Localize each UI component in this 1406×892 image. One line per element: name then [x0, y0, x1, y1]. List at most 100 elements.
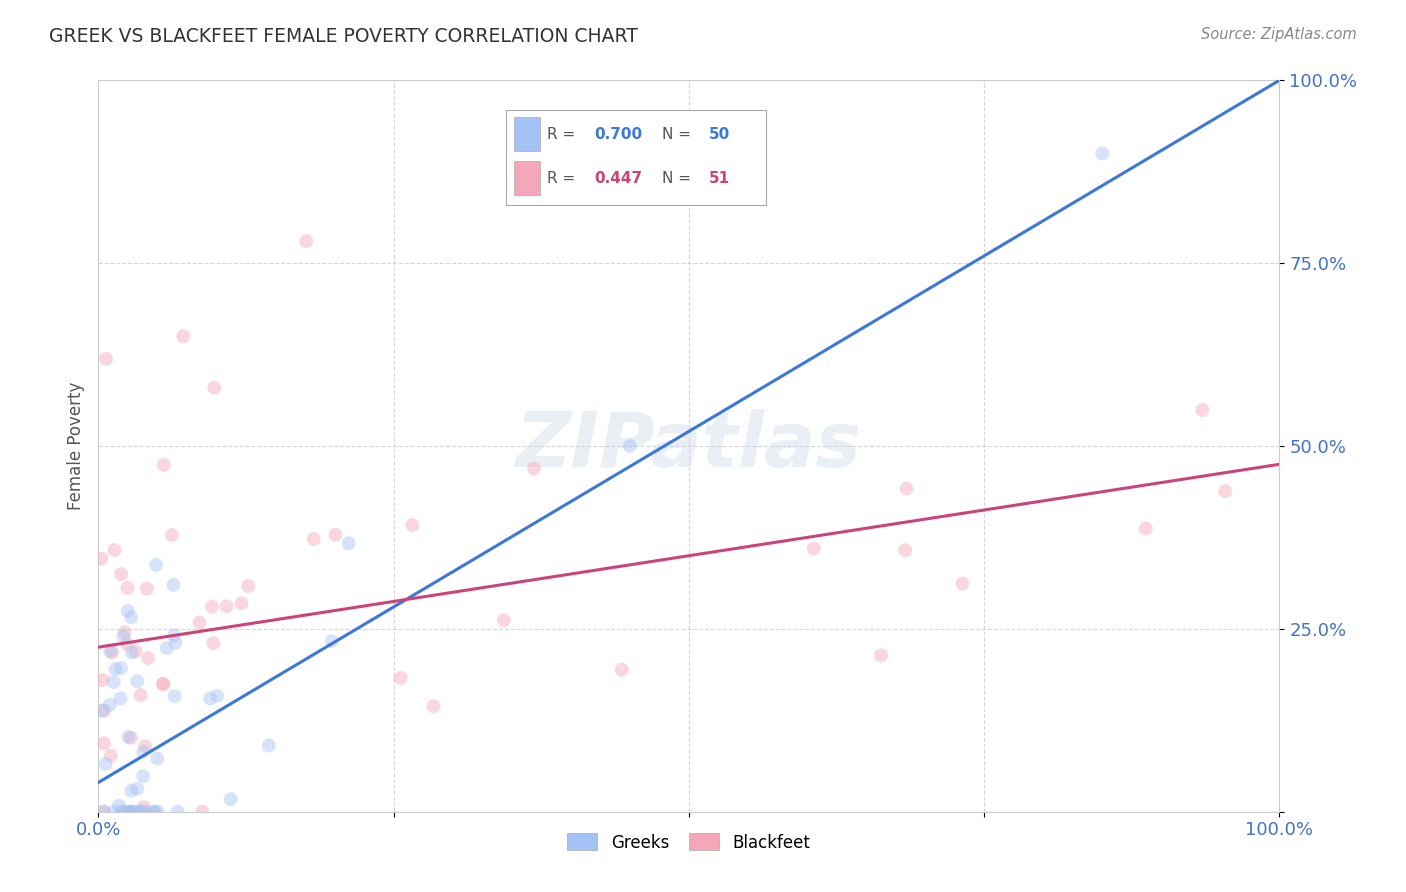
Point	[202, 636, 225, 650]
Point	[110, 661, 132, 675]
Point	[91, 673, 114, 687]
Point	[93, 805, 115, 819]
Point	[132, 745, 155, 759]
Point	[492, 613, 515, 627]
Point	[143, 805, 166, 819]
Point	[128, 805, 150, 819]
Text: Source: ZipAtlas.com: Source: ZipAtlas.com	[1201, 27, 1357, 42]
Point	[136, 651, 159, 665]
Point	[112, 629, 135, 643]
Point	[135, 582, 157, 596]
Point	[803, 541, 825, 556]
Point	[103, 543, 125, 558]
Point	[121, 805, 143, 819]
Text: GREEK VS BLACKFEET FEMALE POVERTY CORRELATION CHART: GREEK VS BLACKFEET FEMALE POVERTY CORREL…	[49, 27, 638, 45]
Point	[1091, 146, 1114, 161]
Point	[257, 739, 280, 753]
Point	[389, 671, 412, 685]
Point	[120, 805, 142, 819]
Point	[191, 805, 214, 819]
Point	[295, 234, 318, 248]
Point	[619, 439, 641, 453]
Point	[207, 689, 229, 703]
Point	[120, 610, 142, 624]
Point	[110, 691, 132, 706]
Y-axis label: Female Poverty: Female Poverty	[66, 382, 84, 510]
Point	[134, 739, 156, 754]
Point	[321, 634, 343, 648]
Point	[103, 675, 125, 690]
Point	[98, 644, 121, 658]
Point	[101, 646, 124, 660]
Point	[131, 805, 153, 819]
Point	[145, 558, 167, 572]
Point	[114, 805, 136, 819]
Point	[135, 805, 157, 819]
Point	[215, 599, 238, 614]
Point	[115, 637, 138, 651]
Point	[231, 596, 253, 610]
Point	[117, 604, 139, 618]
Point	[132, 800, 155, 814]
Point	[422, 699, 444, 714]
Point	[103, 805, 125, 819]
Point	[201, 599, 224, 614]
Point	[1135, 521, 1157, 535]
Point	[114, 805, 136, 819]
Point	[90, 551, 112, 566]
Point	[117, 730, 139, 744]
Point	[163, 689, 186, 703]
Point	[128, 805, 150, 819]
Point	[110, 567, 132, 582]
Point	[121, 805, 143, 819]
Point	[238, 579, 260, 593]
Point	[152, 677, 174, 691]
Point	[166, 805, 188, 819]
Point	[117, 581, 139, 595]
Point	[894, 543, 917, 558]
Point	[132, 769, 155, 783]
Point	[93, 736, 115, 750]
Point	[165, 636, 187, 650]
Point	[610, 663, 633, 677]
Point	[129, 688, 152, 702]
Point	[114, 625, 136, 640]
Point	[104, 662, 127, 676]
Point	[401, 518, 423, 533]
Point	[163, 628, 186, 642]
Point	[523, 461, 546, 475]
Point	[120, 783, 142, 797]
Point	[950, 576, 973, 591]
Point	[121, 646, 143, 660]
Point	[120, 731, 142, 745]
Point	[153, 458, 176, 472]
Point	[1191, 403, 1213, 417]
Point	[219, 792, 242, 806]
Point	[146, 805, 169, 819]
Point	[93, 704, 115, 718]
Point	[94, 756, 117, 771]
Point	[302, 532, 325, 546]
Point	[200, 691, 222, 706]
Point	[98, 698, 121, 712]
Legend: Greeks, Blackfeet: Greeks, Blackfeet	[561, 827, 817, 858]
Point	[146, 751, 169, 765]
Point	[870, 648, 893, 663]
Point	[143, 805, 166, 819]
Point	[152, 677, 174, 691]
Point	[188, 615, 211, 630]
Point	[172, 329, 194, 343]
Point	[155, 641, 177, 656]
Point	[91, 805, 114, 819]
Point	[127, 674, 149, 689]
Text: ZIPatlas: ZIPatlas	[516, 409, 862, 483]
Point	[160, 528, 183, 542]
Point	[91, 704, 114, 718]
Point	[1213, 484, 1236, 499]
Point	[94, 351, 117, 366]
Point	[100, 748, 122, 763]
Point	[202, 380, 225, 394]
Point	[108, 798, 131, 813]
Point	[110, 805, 132, 819]
Point	[337, 536, 360, 550]
